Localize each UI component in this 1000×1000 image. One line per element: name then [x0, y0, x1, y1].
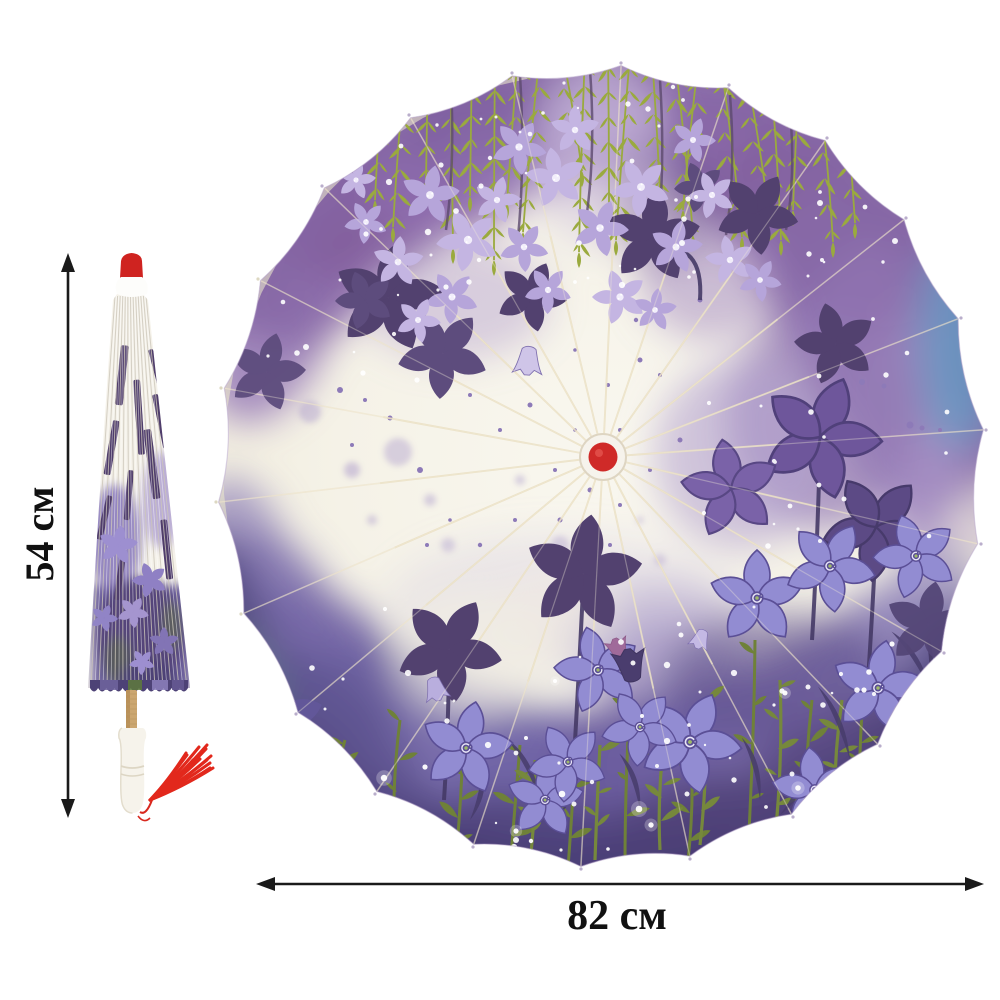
svg-text:82 см: 82 см [567, 893, 667, 939]
svg-text:54 см: 54 см [17, 487, 62, 582]
